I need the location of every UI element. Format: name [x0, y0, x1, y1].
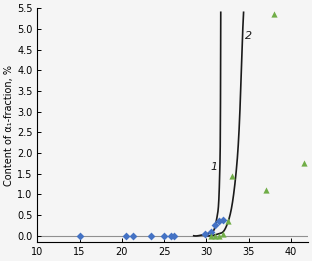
Point — [221, 218, 226, 222]
Point — [271, 12, 276, 16]
Point — [208, 229, 213, 234]
Point — [202, 232, 207, 236]
Point — [217, 234, 222, 238]
Point — [225, 219, 230, 223]
Point — [208, 234, 213, 238]
Point — [77, 234, 82, 238]
Point — [162, 234, 167, 238]
Point — [168, 234, 173, 238]
Point — [124, 234, 129, 238]
Point — [229, 174, 234, 178]
Y-axis label: Content of α₁-fraction, %: Content of α₁-fraction, % — [4, 64, 14, 186]
Point — [149, 234, 154, 238]
Text: 2: 2 — [245, 31, 252, 41]
Point — [172, 234, 177, 238]
Text: 1: 1 — [211, 162, 218, 172]
Point — [221, 232, 226, 236]
Point — [212, 223, 217, 228]
Point — [130, 234, 135, 238]
Point — [301, 161, 306, 165]
Point — [217, 219, 222, 223]
Point — [212, 234, 217, 238]
Point — [263, 188, 268, 192]
